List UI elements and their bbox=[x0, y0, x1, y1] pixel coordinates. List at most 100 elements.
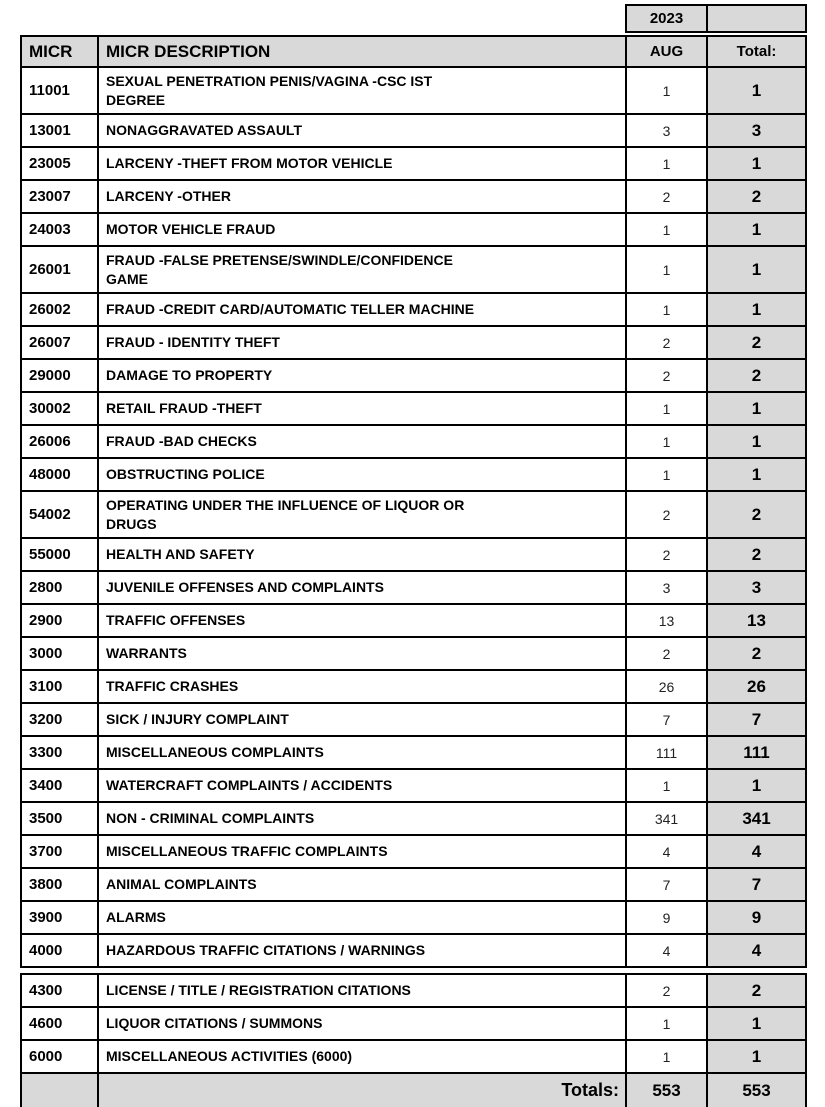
table-row: 3200 SICK / INJURY COMPLAINT 7 7 bbox=[20, 702, 807, 737]
micr-code-cell: 23005 bbox=[20, 146, 99, 181]
micr-code-cell: 11001 bbox=[20, 66, 99, 115]
micr-code-cell: 3500 bbox=[20, 801, 99, 836]
total-count-cell: 1 bbox=[706, 245, 807, 294]
total-count-cell: 1 bbox=[706, 212, 807, 247]
aug-count-cell: 2 bbox=[625, 973, 708, 1008]
table-row: 30002 RETAIL FRAUD -THEFT 1 1 bbox=[20, 391, 807, 426]
aug-count-cell: 2 bbox=[625, 636, 708, 671]
aug-count-cell: 2 bbox=[625, 490, 708, 539]
micr-code-cell: 23007 bbox=[20, 179, 99, 214]
header-row: MICR MICR DESCRIPTION AUG Total: bbox=[20, 35, 807, 68]
micr-code-cell: 55000 bbox=[20, 537, 99, 572]
micr-description-cell: DAMAGE TO PROPERTY bbox=[97, 358, 627, 393]
micr-description-cell: HEALTH AND SAFETY bbox=[97, 537, 627, 572]
total-count-cell: 3 bbox=[706, 113, 807, 148]
micr-description-cell: LICENSE / TITLE / REGISTRATION CITATIONS bbox=[97, 973, 627, 1008]
micr-description-cell: MOTOR VEHICLE FRAUD bbox=[97, 212, 627, 247]
total-count-cell: 7 bbox=[706, 702, 807, 737]
micr-table-main: MICR MICR DESCRIPTION AUG Total: 11001 S… bbox=[20, 35, 807, 968]
micr-code-cell: 3700 bbox=[20, 834, 99, 869]
year-row: 2023 bbox=[625, 4, 807, 33]
micr-code-cell: 29000 bbox=[20, 358, 99, 393]
total-count-cell: 1 bbox=[706, 1006, 807, 1041]
table-row: 3900 ALARMS 9 9 bbox=[20, 900, 807, 935]
total-count-cell: 1 bbox=[706, 457, 807, 492]
micr-code-cell: 26002 bbox=[20, 292, 99, 327]
total-count-cell: 2 bbox=[706, 537, 807, 572]
micr-code-cell: 48000 bbox=[20, 457, 99, 492]
aug-count-cell: 1 bbox=[625, 1039, 708, 1074]
total-count-cell: 9 bbox=[706, 900, 807, 935]
micr-code-cell: 26006 bbox=[20, 424, 99, 459]
table-row: 54002 OPERATING UNDER THE INFLUENCE OF L… bbox=[20, 490, 807, 539]
total-count-cell: 2 bbox=[706, 325, 807, 360]
table-row: 23007 LARCENY -OTHER 2 2 bbox=[20, 179, 807, 214]
micr-code-cell: 3800 bbox=[20, 867, 99, 902]
aug-count-cell: 7 bbox=[625, 867, 708, 902]
aug-count-cell: 2 bbox=[625, 325, 708, 360]
micr-description-cell: LIQUOR CITATIONS / SUMMONS bbox=[97, 1006, 627, 1041]
micr-description-cell: TRAFFIC CRASHES bbox=[97, 669, 627, 704]
micr-description-cell: ALARMS bbox=[97, 900, 627, 935]
table-row: 6000 MISCELLANEOUS ACTIVITIES (6000) 1 1 bbox=[20, 1039, 807, 1074]
aug-count-cell: 2 bbox=[625, 358, 708, 393]
micr-description-cell: SICK / INJURY COMPLAINT bbox=[97, 702, 627, 737]
micr-code-cell: 3400 bbox=[20, 768, 99, 803]
micr-code-cell: 26001 bbox=[20, 245, 99, 294]
aug-count-cell: 13 bbox=[625, 603, 708, 638]
micr-code-cell: 4600 bbox=[20, 1006, 99, 1041]
aug-count-cell: 9 bbox=[625, 900, 708, 935]
total-count-cell: 1 bbox=[706, 391, 807, 426]
micr-description-cell: JUVENILE OFFENSES AND COMPLAINTS bbox=[97, 570, 627, 605]
total-count-cell: 26 bbox=[706, 669, 807, 704]
total-count-cell: 1 bbox=[706, 424, 807, 459]
micr-code-cell: 3000 bbox=[20, 636, 99, 671]
aug-count-cell: 3 bbox=[625, 113, 708, 148]
totals-total-value: 553 bbox=[706, 1072, 807, 1107]
micr-description-cell: FRAUD -FALSE PRETENSE/SWINDLE/CONFIDENCE… bbox=[97, 245, 627, 294]
total-count-cell: 2 bbox=[706, 490, 807, 539]
micr-description-cell: MISCELLANEOUS COMPLAINTS bbox=[97, 735, 627, 770]
micr-code-cell: 24003 bbox=[20, 212, 99, 247]
micr-description-cell: RETAIL FRAUD -THEFT bbox=[97, 391, 627, 426]
table-row: 26001 FRAUD -FALSE PRETENSE/SWINDLE/CONF… bbox=[20, 245, 807, 294]
micr-code-cell: 3300 bbox=[20, 735, 99, 770]
micr-description-cell: FRAUD -CREDIT CARD/AUTOMATIC TELLER MACH… bbox=[97, 292, 627, 327]
aug-count-cell: 341 bbox=[625, 801, 708, 836]
table-row: 2900 TRAFFIC OFFENSES 13 13 bbox=[20, 603, 807, 638]
table-row: 3100 TRAFFIC CRASHES 26 26 bbox=[20, 669, 807, 704]
total-count-cell: 341 bbox=[706, 801, 807, 836]
table-row: 55000 HEALTH AND SAFETY 2 2 bbox=[20, 537, 807, 572]
micr-description-cell: ANIMAL COMPLAINTS bbox=[97, 867, 627, 902]
total-count-cell: 1 bbox=[706, 292, 807, 327]
total-count-cell: 2 bbox=[706, 973, 807, 1008]
micr-code-cell: 54002 bbox=[20, 490, 99, 539]
total-count-cell: 111 bbox=[706, 735, 807, 770]
total-count-cell: 1 bbox=[706, 768, 807, 803]
aug-count-cell: 111 bbox=[625, 735, 708, 770]
total-count-cell: 1 bbox=[706, 1039, 807, 1074]
description-column-header: MICR DESCRIPTION bbox=[97, 35, 627, 68]
micr-code-cell: 4000 bbox=[20, 933, 99, 968]
total-count-cell: 2 bbox=[706, 358, 807, 393]
aug-count-cell: 4 bbox=[625, 933, 708, 968]
micr-code-cell: 3900 bbox=[20, 900, 99, 935]
table-row: 26002 FRAUD -CREDIT CARD/AUTOMATIC TELLE… bbox=[20, 292, 807, 327]
aug-count-cell: 1 bbox=[625, 391, 708, 426]
totals-aug-value: 553 bbox=[625, 1072, 708, 1107]
table-row: 48000 OBSTRUCTING POLICE 1 1 bbox=[20, 457, 807, 492]
table-row: 3000 WARRANTS 2 2 bbox=[20, 636, 807, 671]
totals-row: Totals: 553 553 bbox=[20, 1072, 807, 1107]
table-row: 3700 MISCELLANEOUS TRAFFIC COMPLAINTS 4 … bbox=[20, 834, 807, 869]
table-row: 4300 LICENSE / TITLE / REGISTRATION CITA… bbox=[20, 973, 807, 1008]
aug-count-cell: 3 bbox=[625, 570, 708, 605]
table-row: 2800 JUVENILE OFFENSES AND COMPLAINTS 3 … bbox=[20, 570, 807, 605]
total-count-cell: 3 bbox=[706, 570, 807, 605]
total-count-cell: 1 bbox=[706, 66, 807, 115]
total-count-cell: 2 bbox=[706, 179, 807, 214]
micr-description-cell: SEXUAL PENETRATION PENIS/VAGINA -CSC IST… bbox=[97, 66, 627, 115]
micr-code-cell: 3200 bbox=[20, 702, 99, 737]
aug-count-cell: 1 bbox=[625, 212, 708, 247]
micr-code-cell: 4300 bbox=[20, 973, 99, 1008]
